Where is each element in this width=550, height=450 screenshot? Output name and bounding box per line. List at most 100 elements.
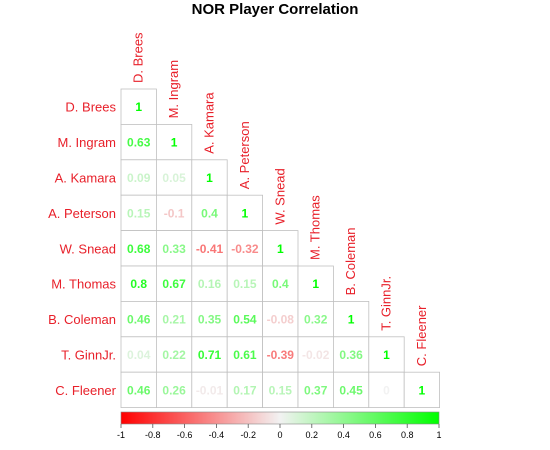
row-label: A. Peterson: [48, 206, 116, 221]
column-label: M. Thomas: [308, 195, 323, 260]
cell-value: 0.04: [127, 348, 151, 362]
row-label: M. Ingram: [57, 135, 116, 150]
heatmap-cells: [120, 88, 441, 409]
colorbar-tick-label: -0.8: [145, 430, 161, 440]
row-label: D. Brees: [65, 100, 116, 115]
column-label: B. Coleman: [343, 227, 358, 295]
cell-value: -0.02: [302, 348, 330, 362]
cell-value: 1: [383, 348, 390, 362]
cell-value: -0.32: [231, 242, 259, 256]
cell-value: -0.08: [267, 313, 295, 327]
cell-value: -0.01: [196, 383, 224, 397]
cell-value: -0.1: [164, 206, 185, 220]
cell-value: 0.37: [304, 383, 328, 397]
row-label: B. Coleman: [48, 312, 116, 327]
colorbar: -1 -0.8 -0.6 -0.4 -0.2 0 0.2 0.4 0.6 0.8 1: [117, 411, 442, 440]
cell-value: 0.33: [162, 242, 186, 256]
heatmap-cell: [226, 230, 263, 267]
heatmap-cell: [262, 371, 299, 409]
cell-value: 0: [383, 383, 390, 397]
cell-value: 0.8: [130, 277, 147, 291]
cell-value: 0.16: [198, 277, 222, 291]
cell-value: 0.71: [198, 348, 222, 362]
cell-value: 0.45: [339, 383, 363, 397]
heatmap-cell: [191, 371, 228, 409]
heatmap-cell: [120, 88, 157, 125]
column-label: M. Ingram: [166, 60, 181, 119]
cell-value: 0.36: [339, 348, 363, 362]
cell-value: 0.35: [198, 313, 222, 327]
heatmap-cell: [155, 371, 193, 409]
heatmap-cell: [332, 300, 370, 338]
cell-value: 0.46: [127, 313, 151, 327]
row-label: M. Thomas: [51, 277, 116, 292]
cell-value: 0.4: [272, 277, 289, 291]
colorbar-tick-label: -0.2: [240, 430, 256, 440]
cell-value: 1: [135, 100, 142, 114]
colorbar-tick-label: 1: [436, 430, 441, 440]
cell-value: 1: [277, 242, 284, 256]
cell-value: 1: [206, 171, 213, 185]
cell-value: -0.39: [267, 348, 295, 362]
colorbar-gradient: [120, 411, 440, 425]
colorbar-tick-label: 0.6: [369, 430, 382, 440]
heatmap-cell: [155, 300, 193, 338]
heatmap-cell: [297, 300, 334, 338]
row-label: T. GinnJr.: [61, 348, 116, 363]
row-label: C. Fleener: [55, 383, 116, 398]
colorbar-tick-label: -1: [117, 430, 125, 440]
cell-value: 1: [242, 206, 249, 220]
row-labels: D. Brees M. Ingram A. Kamara A. Peterson W. …: [48, 100, 117, 398]
cell-value: 0.4: [201, 206, 218, 220]
cell-value: 1: [312, 277, 319, 291]
cell-value: 0.68: [127, 242, 151, 256]
column-label: T. GinnJr.: [379, 276, 394, 331]
column-labels: D. Brees M. Ingram A. Kamara A. Peterson W. …: [131, 32, 429, 366]
heatmap-cell: [120, 371, 157, 409]
cell-value: 0.54: [233, 313, 257, 327]
cell-value: 0.21: [162, 313, 186, 327]
cell-value: 0.32: [304, 313, 328, 327]
colorbar-tick-label: 0: [277, 430, 282, 440]
heatmap-cell: [191, 265, 228, 302]
cell-value: 0.09: [127, 171, 151, 185]
heatmap-cell: [226, 194, 263, 231]
heatmap-cell: [155, 194, 193, 231]
colorbar-tick-label: -0.4: [209, 430, 225, 440]
cell-value: 0.46: [127, 383, 151, 397]
heatmap-cell: [368, 336, 405, 373]
cell-value: 0.26: [162, 383, 186, 397]
cell-value: 0.61: [233, 348, 257, 362]
heatmap-cell: [155, 265, 193, 302]
heatmap-cell: [262, 265, 299, 302]
heatmap-cell: [403, 371, 441, 409]
heatmap-cell: [332, 371, 370, 409]
heatmap-cell: [297, 265, 334, 302]
cell-value: -0.41: [196, 242, 224, 256]
cell-value: 0.15: [127, 206, 151, 220]
cell-value: 0.17: [233, 383, 257, 397]
heatmap-cell: [191, 336, 228, 373]
row-label: A. Kamara: [55, 171, 117, 186]
colorbar-tick-label: 0.4: [337, 430, 350, 440]
cell-value: 1: [171, 136, 178, 150]
cell-value: 0.22: [162, 348, 186, 362]
heatmap-cell: [297, 371, 334, 409]
heatmap-cell: [120, 124, 157, 161]
cell-value: 0.15: [233, 277, 257, 291]
chart-title: NOR Player Correlation: [192, 1, 359, 18]
heatmap-cell: [155, 230, 193, 267]
cell-value: 0.67: [162, 277, 186, 291]
heatmap-cell: [226, 371, 263, 409]
colorbar-tick-label: 0.8: [401, 430, 414, 440]
heatmap-cell: [120, 300, 157, 338]
cell-value: 0.05: [162, 171, 186, 185]
column-label: A. Peterson: [237, 121, 252, 189]
cell-value: 0.63: [127, 136, 151, 150]
cell-value: 1: [419, 383, 426, 397]
column-label: W. Snead: [272, 168, 287, 224]
heatmap-cell: [191, 159, 228, 196]
colorbar-tick-label: 0.2: [306, 430, 319, 440]
colorbar-tick-label: -0.6: [177, 430, 193, 440]
